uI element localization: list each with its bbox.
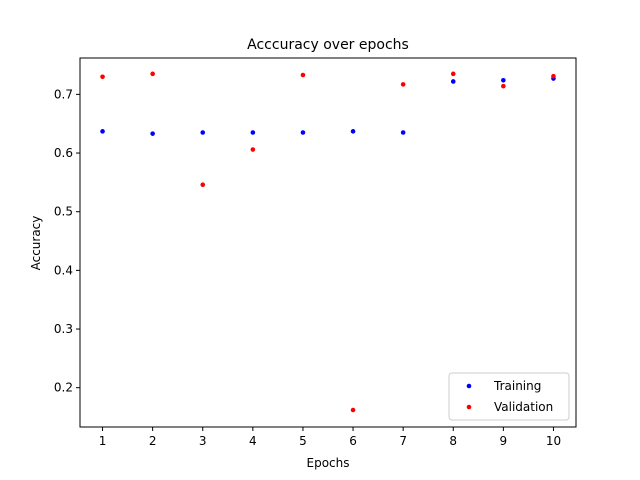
legend-marker-validation bbox=[466, 404, 472, 410]
y-tick-label: 0.4 bbox=[54, 263, 73, 277]
y-tick-label: 0.3 bbox=[54, 322, 73, 336]
data-point-training-2 bbox=[150, 131, 155, 136]
legend-label-validation: Validation bbox=[494, 400, 553, 414]
x-tick-label: 7 bbox=[399, 434, 407, 448]
series-validation bbox=[100, 71, 556, 413]
x-tick-label: 3 bbox=[199, 434, 207, 448]
legend: Training Validation bbox=[448, 372, 570, 421]
x-tick-label: 2 bbox=[149, 434, 157, 448]
data-point-training-1 bbox=[100, 129, 105, 134]
legend-label-training: Training bbox=[493, 379, 541, 393]
data-points bbox=[100, 71, 556, 413]
data-point-validation-9 bbox=[501, 83, 506, 89]
plot-frame bbox=[79, 57, 577, 428]
data-point-training-3 bbox=[200, 130, 206, 135]
data-point-validation-10 bbox=[551, 73, 556, 79]
x-tick-label: 8 bbox=[449, 434, 457, 448]
data-point-training-7 bbox=[400, 130, 406, 135]
series-training bbox=[100, 76, 556, 136]
x-tick-label: 1 bbox=[99, 434, 107, 448]
x-axis-title: Epochs bbox=[307, 456, 350, 470]
data-point-validation-3 bbox=[200, 182, 206, 188]
data-point-validation-1 bbox=[100, 74, 105, 80]
axes: 1 2 3 4 5 6 7 8 9 10 0.2 0.3 0.4 0.5 0.6 0.7 bbox=[54, 57, 577, 448]
y-tick-label: 0.6 bbox=[54, 146, 73, 160]
chart-title: Acccuracy over epochs bbox=[247, 37, 409, 53]
data-point-validation-6 bbox=[350, 407, 356, 413]
x-tick-label: 9 bbox=[500, 434, 508, 448]
data-point-validation-5 bbox=[300, 72, 306, 78]
data-point-validation-4 bbox=[250, 147, 256, 152]
legend-box bbox=[448, 372, 570, 421]
data-point-validation-7 bbox=[400, 82, 406, 87]
data-point-validation-2 bbox=[150, 71, 155, 77]
data-point-training-6 bbox=[350, 129, 356, 134]
x-tick-label: 5 bbox=[299, 434, 307, 448]
y-tick-label: 0.2 bbox=[54, 381, 73, 395]
data-point-training-9 bbox=[501, 77, 506, 83]
data-point-training-5 bbox=[300, 130, 306, 135]
x-tick-label: 6 bbox=[349, 434, 357, 448]
legend-marker-training bbox=[466, 383, 472, 389]
y-tick-label: 0.5 bbox=[54, 205, 73, 219]
x-tick-label: 10 bbox=[546, 434, 561, 448]
y-axis-title: Accuracy bbox=[29, 216, 43, 271]
x-tick-label: 4 bbox=[249, 434, 257, 448]
data-point-training-8 bbox=[450, 79, 456, 84]
data-point-validation-8 bbox=[450, 71, 456, 77]
y-tick-label: 0.7 bbox=[54, 87, 73, 101]
data-point-training-4 bbox=[250, 130, 256, 135]
